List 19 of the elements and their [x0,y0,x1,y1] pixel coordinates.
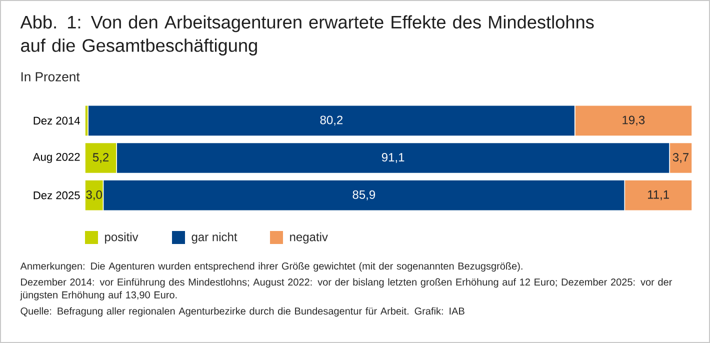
series-label: gar nicht [192,232,238,244]
source-note: Quelle: Befragung aller regionalen Agenturbezirke durch die Bundesagentur für Arbeit. Grafik: IAB [20,307,464,317]
data-label: 3,0 [86,190,102,200]
data-label: 19,3 [622,116,645,126]
data-label: 80,2 [320,116,343,126]
chart-title: Abb. 1: Von den Arbeitsagenturen erwartete Effekte des Mindestlohns auf die Gesamtbeschäftigung [20,15,594,56]
data-label: 11,1 [648,190,669,200]
y-tick-label: Dez 2025 [34,191,80,200]
y-tick-label: Dez 2014 [34,116,80,125]
data-label: 3,7 [672,153,689,163]
chart-subtitle: In Prozent [21,72,80,82]
legend-label: positiv [105,232,138,244]
y-tick-label: Aug 2022 [32,153,80,164]
legend-label: negativ [290,232,328,244]
text: Anmerkungen: Die Agenturen wurden entsprechend ihrer Größe gewichtet (mit der sogenannten Bezugsgröße). [20,262,522,272]
data-label: 5,2 [92,153,109,163]
text: Dezember 2014: vor Einführung des Mindestlohns; August 2022: vor der bislang letzten großen Erhöhung auf 12 Euro; Dezember 2025: vor der jüngsten Erhöhung auf 13,90 Euro. [20,278,672,300]
data-label: 91,1 [382,153,404,163]
data-label: 85,9 [352,190,376,200]
